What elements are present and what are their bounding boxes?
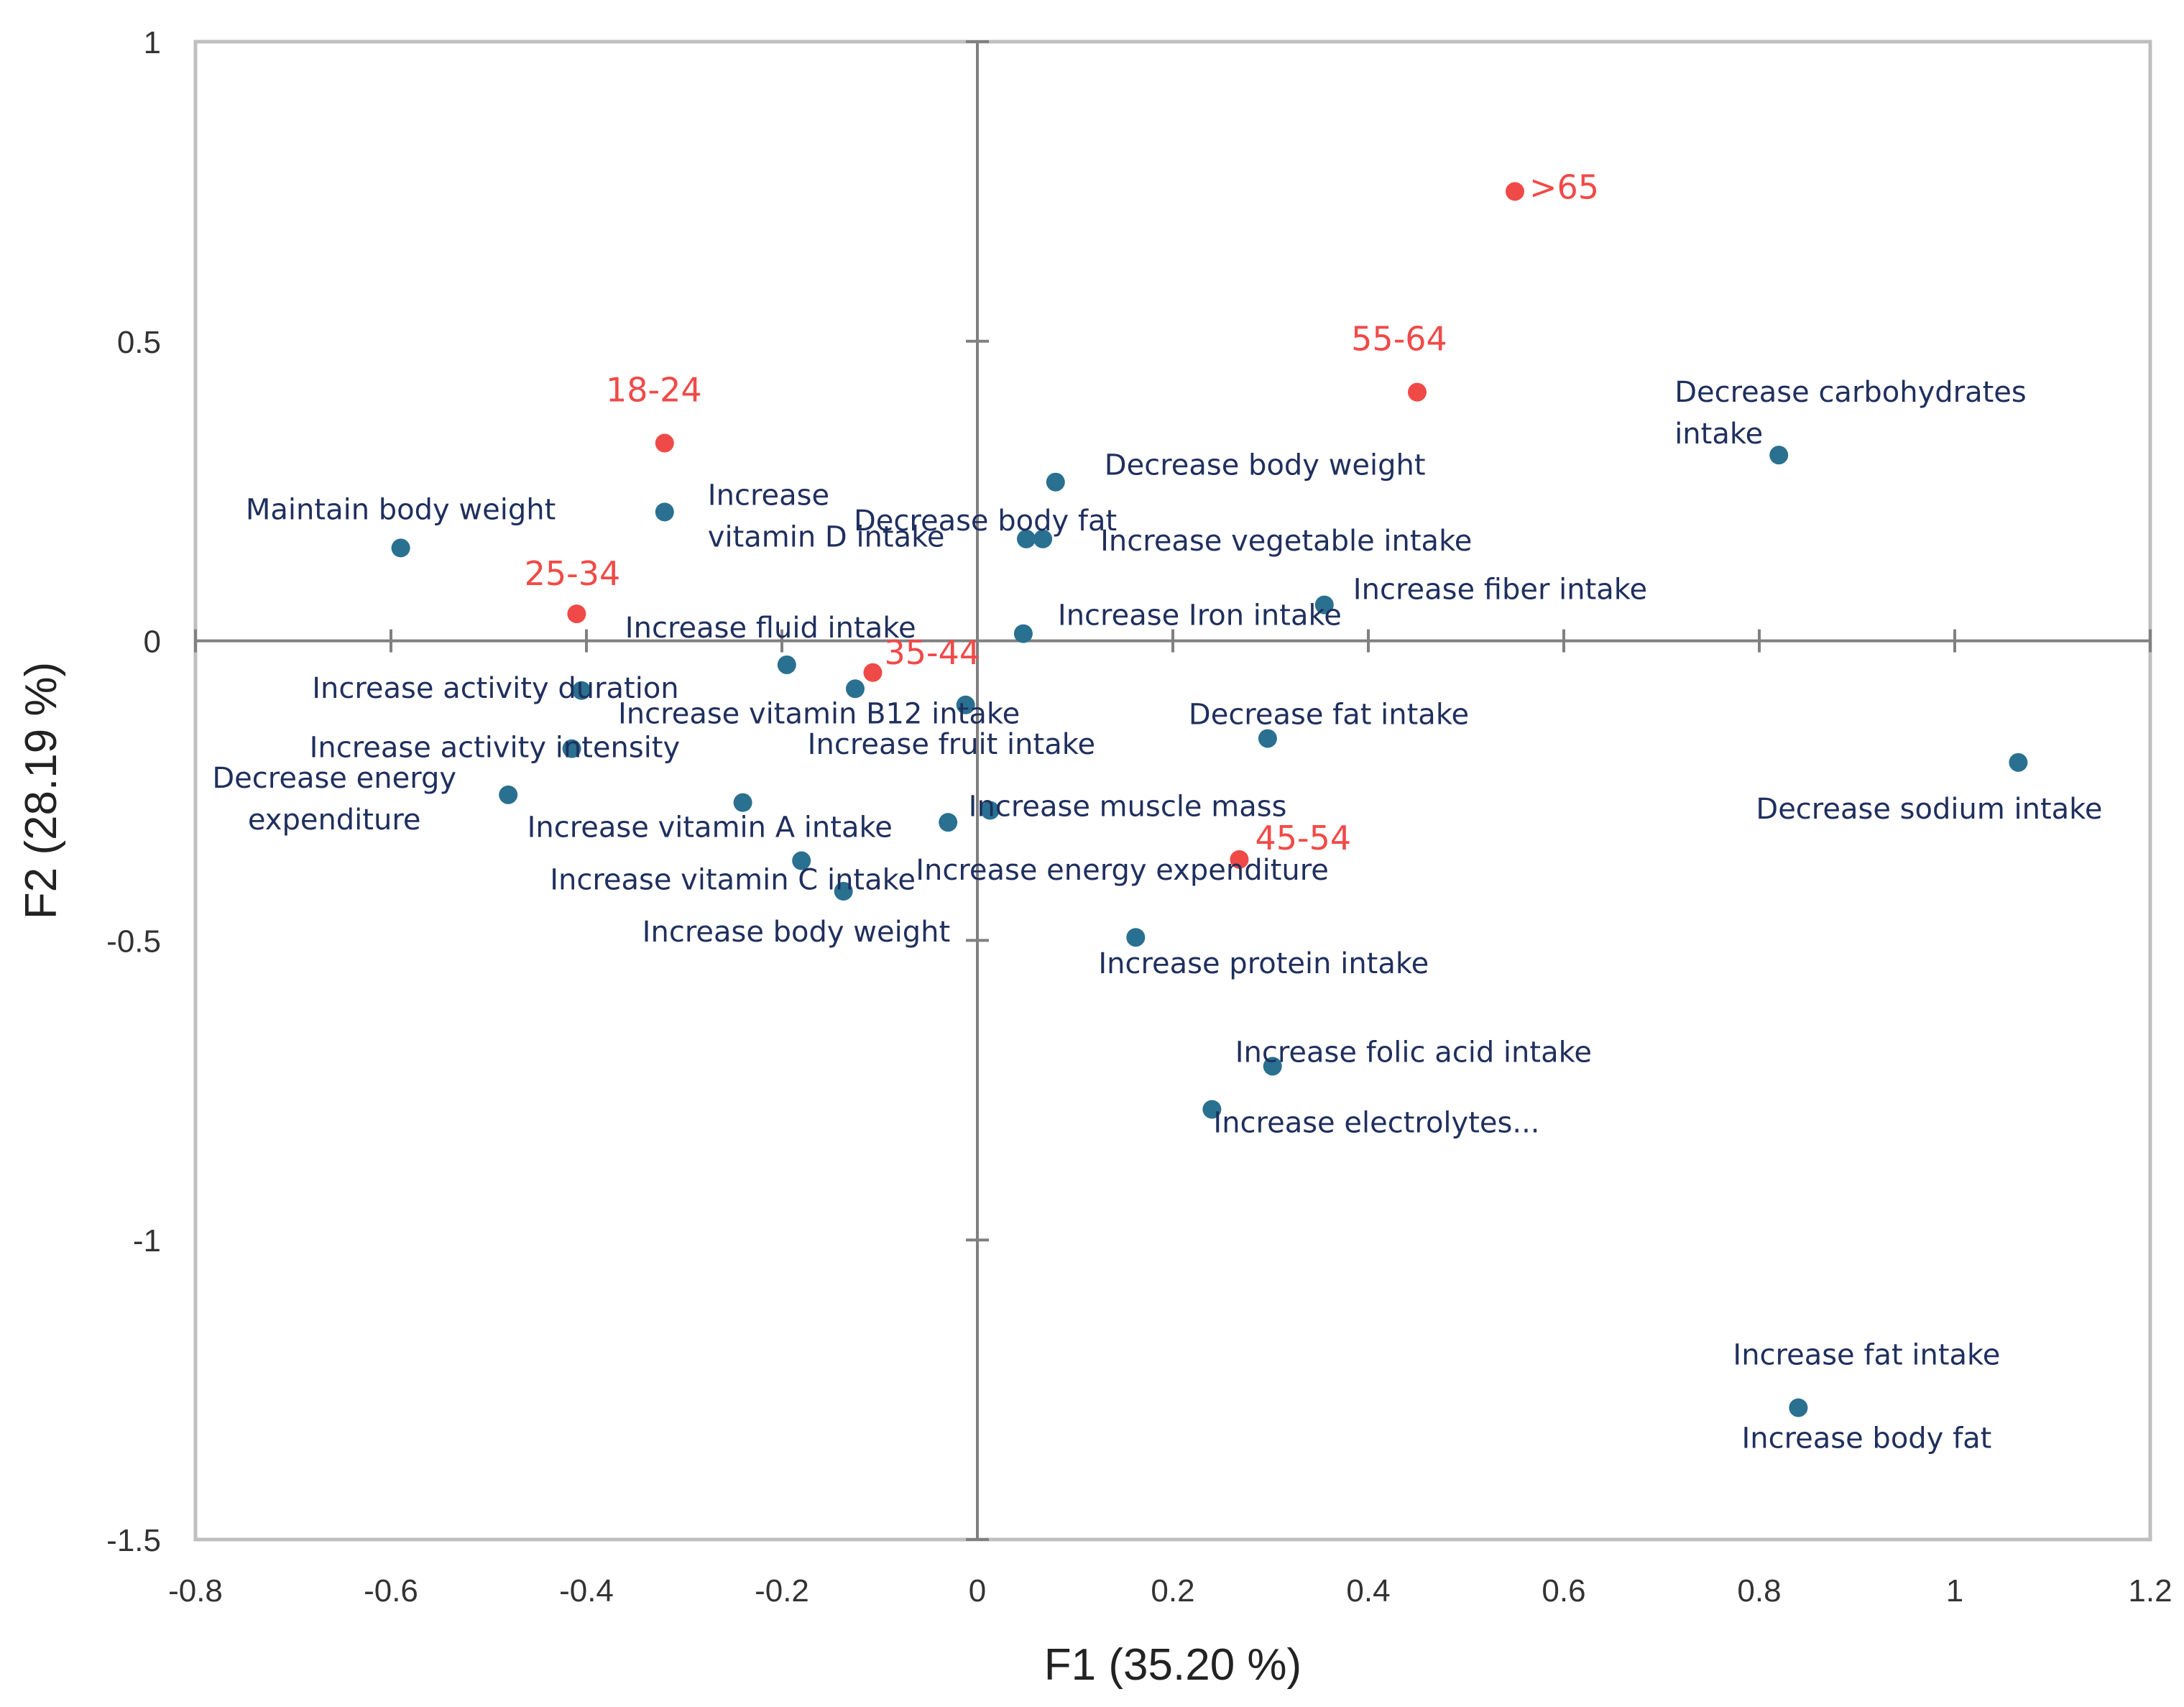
- nutrition-goal-label: Increase fluid intake: [625, 612, 916, 645]
- nutrition-goal-label: Decrease carbohydrates: [1674, 376, 2027, 409]
- nutrition-goal-label: Increase body weight: [642, 916, 950, 949]
- nutrition-goal-label: Increase body fat: [1741, 1422, 1991, 1455]
- data-points: [391, 182, 2028, 1417]
- nutrition-goal-label: vitamin D intake: [708, 520, 945, 553]
- nutrition-goal-point: [834, 882, 853, 901]
- nutrition-goal-point: [980, 801, 1000, 820]
- x-tick-label: -0.2: [755, 1573, 809, 1609]
- nutrition-goal-point: [1033, 529, 1053, 548]
- y-axis-title: F2 (28.19 %): [17, 662, 66, 919]
- nutrition-goal-point: [1017, 529, 1036, 548]
- nutrition-goal-point: [391, 538, 410, 558]
- nutrition-goal-point: [956, 695, 975, 714]
- nutrition-goal-point: [562, 739, 581, 758]
- nutrition-goal-point: [499, 785, 518, 804]
- data-labels: Maintain body weight Increase vitamin D in…: [212, 167, 2102, 1455]
- age-group-point: [655, 433, 674, 453]
- x-tick-label: -0.4: [559, 1573, 614, 1609]
- nutrition-goal-point: [1046, 472, 1065, 492]
- nutrition-goal-label: expenditure: [248, 804, 421, 837]
- nutrition-goal-label: Decrease body weight: [1105, 449, 1426, 482]
- y-axis-ticks: 1 0.5 0 -0.5 -1 -1.5: [106, 25, 161, 1558]
- nutrition-goal-label: Increase fiber intake: [1353, 574, 1647, 607]
- nutrition-goal-point: [733, 793, 752, 812]
- x-tick-label: 0.8: [1737, 1573, 1781, 1609]
- nutrition-goal-label: intake: [1674, 418, 1763, 451]
- x-axis-title: F1 (35.20 %): [1044, 1640, 1301, 1690]
- nutrition-goal-label: Increase activity intensity: [310, 732, 681, 765]
- nutrition-goal-point: [1013, 624, 1033, 643]
- nutrition-goal-point: [655, 502, 674, 522]
- zero-axes: [194, 40, 2152, 1541]
- x-tick-label: 1.2: [2128, 1573, 2172, 1609]
- nutrition-goal-point: [846, 679, 865, 699]
- x-tick-label: 0: [969, 1573, 986, 1609]
- y-tick-label: -1: [133, 1223, 161, 1259]
- x-tick-label: 1: [1946, 1573, 1963, 1609]
- nutrition-goal-label: Increase vitamin C intake: [550, 864, 916, 897]
- nutrition-goal-label: Increase muscle mass: [969, 791, 1287, 824]
- y-tick-label: 0: [144, 625, 161, 660]
- nutrition-goal-point: [792, 851, 811, 870]
- nutrition-goal-point: [1258, 729, 1277, 748]
- age-group-point: [1506, 182, 1524, 201]
- nutrition-goal-label: Increase fruit intake: [808, 728, 1095, 761]
- y-tick-label: -1.5: [106, 1523, 161, 1558]
- x-tick-label: 0.4: [1346, 1573, 1390, 1609]
- nutrition-goal-point: [1769, 446, 1789, 465]
- y-tick-label: -0.5: [106, 924, 161, 959]
- nutrition-goal-label: Increase activity duration: [312, 672, 678, 705]
- x-tick-label: 0.6: [1542, 1573, 1585, 1609]
- age-group-label: 45-54: [1255, 819, 1351, 857]
- nutrition-goal-label: Decrease fat intake: [1189, 698, 1469, 731]
- nutrition-goal-label: Maintain body weight: [246, 493, 556, 526]
- nutrition-goal-label: Increase folic acid intake: [1235, 1036, 1592, 1069]
- nutrition-goal-point: [1263, 1057, 1282, 1076]
- nutrition-goal-label: Increase Iron intake: [1058, 599, 1342, 632]
- x-tick-label: -0.6: [364, 1573, 418, 1609]
- nutrition-goal-point: [939, 813, 958, 832]
- nutrition-goal-point: [1202, 1100, 1222, 1119]
- nutrition-goal-point: [1314, 595, 1334, 615]
- plot-area-frame: [193, 40, 2152, 1542]
- nutrition-goal-point: [1126, 928, 1146, 947]
- nutrition-goal-point: [777, 655, 796, 674]
- nutrition-goal-label: Decrease body fat: [854, 505, 1117, 538]
- nutrition-goal-label: Increase protein intake: [1098, 947, 1429, 980]
- nutrition-goal-label: Increase vitamin B12 intake: [618, 697, 1020, 730]
- x-axis-ticks: -0.8 -0.6 -0.4 -0.2 0 0.2 0.4 0.6 0.8 1 1.2: [168, 1573, 2173, 1609]
- nutrition-goal-label: Increase fat intake: [1733, 1339, 2000, 1372]
- age-group-label: >65: [1529, 167, 1599, 206]
- age-group-point: [863, 663, 883, 682]
- nutrition-goal-label: Increase: [708, 479, 829, 512]
- y-tick-label: 1: [144, 25, 161, 60]
- age-group-label: 55-64: [1351, 320, 1447, 359]
- nutrition-goal-label: Decrease sodium intake: [1756, 793, 2102, 826]
- nutrition-goal-label: Increase electrolytes...: [1213, 1106, 1539, 1139]
- age-group-point: [567, 604, 586, 624]
- nutrition-goal-label: Increase energy expenditure: [916, 854, 1329, 887]
- nutrition-goal-point: [2009, 753, 2028, 772]
- nutrition-goal-label: Increase vegetable intake: [1100, 525, 1472, 558]
- x-tick-label: -0.8: [168, 1573, 223, 1609]
- nutrition-goal-point: [572, 681, 591, 700]
- nutrition-goal-label: Decrease energy: [212, 762, 456, 795]
- age-group-label: 35-44: [884, 633, 980, 672]
- age-group-label: 18-24: [606, 371, 702, 410]
- nutrition-goal-point: [1789, 1398, 1808, 1417]
- y-tick-label: 0.5: [117, 325, 161, 360]
- nutrition-goal-label: Increase vitamin A intake: [527, 811, 893, 845]
- age-group-label: 25-34: [525, 554, 621, 593]
- age-group-point: [1230, 850, 1249, 869]
- x-tick-label: 0.2: [1151, 1573, 1194, 1609]
- age-group-point: [1408, 382, 1427, 402]
